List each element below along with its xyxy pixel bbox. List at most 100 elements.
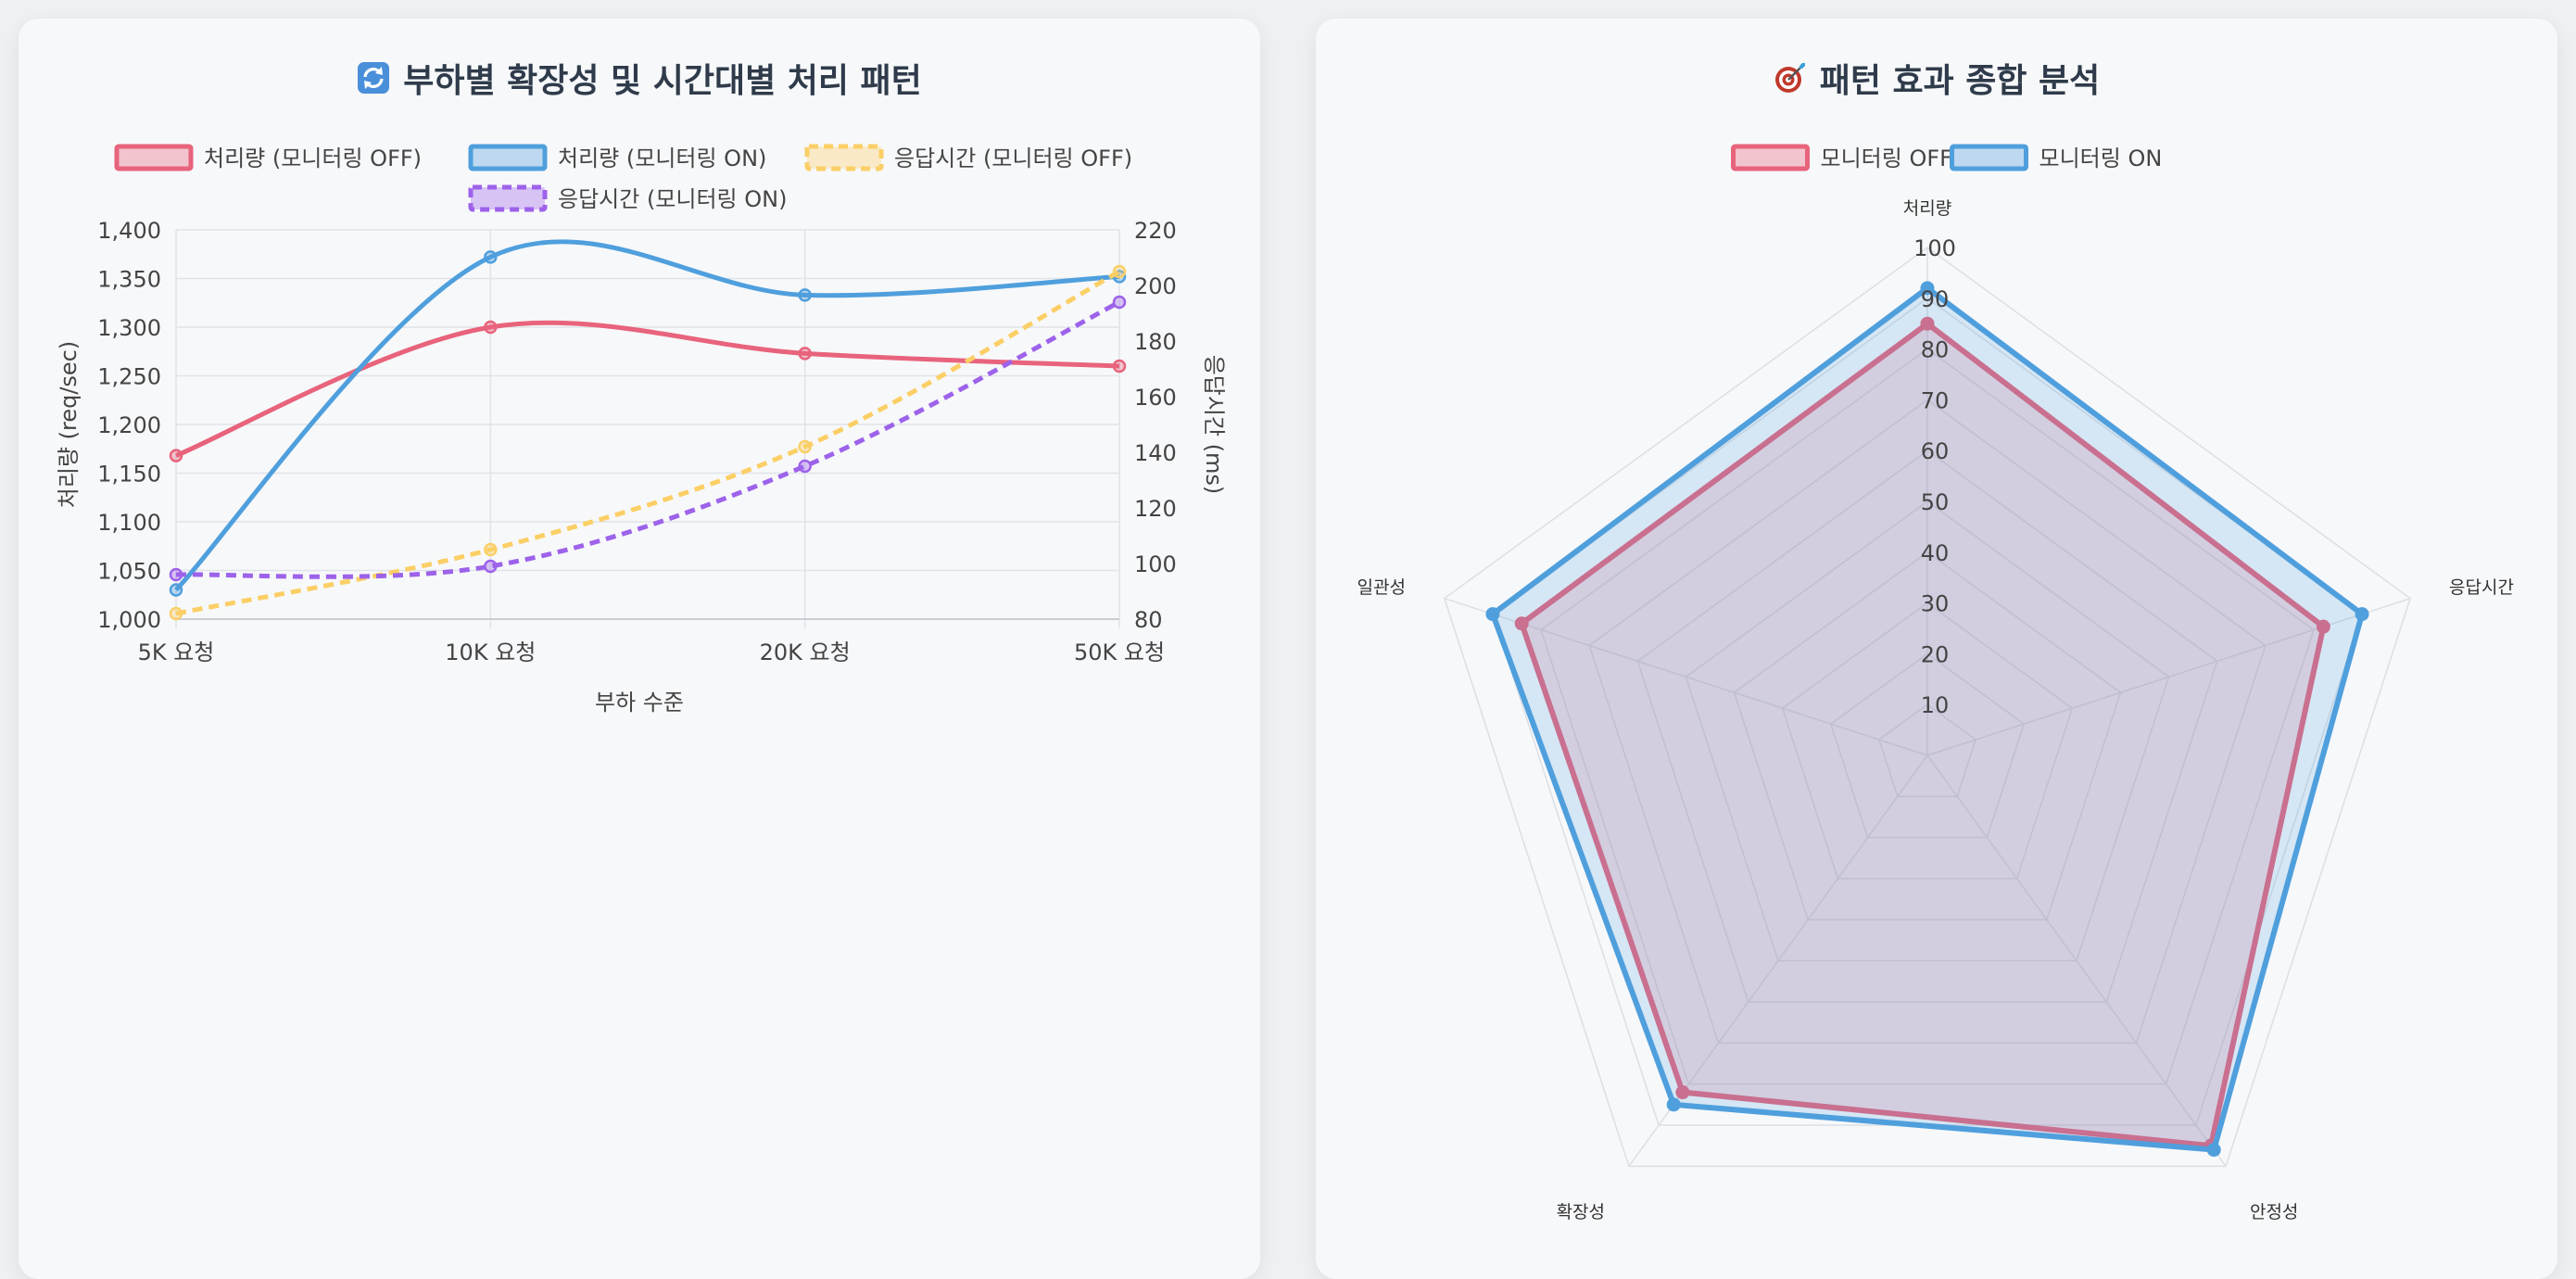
legend-item: 응답시간 (모니터링 ON) — [468, 184, 787, 212]
legend-label: 모니터링 ON — [2039, 146, 2163, 171]
radar-axis-label: 처리량 — [1903, 198, 1951, 219]
data-point — [169, 449, 183, 462]
radar-tick-label: 50 — [1921, 489, 1950, 515]
radar-tick-label: 40 — [1921, 540, 1950, 566]
radar-chart-panel: 패턴 효과 종합 분석 모니터링 OFF 모니터링 ON 10 20 30 40 50 60 7… — [1316, 19, 2557, 1279]
y-tick-label: 1,300 — [97, 315, 161, 341]
radar-tick-label: 80 — [1921, 337, 1950, 363]
y-tick-label: 1,350 — [97, 267, 161, 293]
legend-label: 처리량 (모니터링 ON) — [558, 146, 766, 171]
radar-point — [2206, 1143, 2221, 1158]
radar-chart-title: 패턴 효과 종합 분석 — [1316, 54, 2557, 102]
data-point — [484, 559, 498, 574]
radar-ring — [1443, 247, 2412, 1168]
y2-tick-label: 200 — [1134, 273, 1177, 299]
radar-ring — [1540, 348, 2315, 1085]
radar-series-2 — [1485, 281, 2369, 1158]
series-line-1 — [169, 320, 1127, 462]
radar-ring — [1733, 551, 2122, 921]
y-tick-label: 1,000 — [97, 607, 161, 633]
radar-point — [1920, 281, 1935, 296]
y2-tick-label: 120 — [1134, 496, 1177, 522]
legend-label: 응답시간 (모니터링 OFF) — [894, 146, 1132, 171]
radar-tick-label: 70 — [1921, 387, 1950, 413]
legend-label: 처리량 (모니터링 OFF) — [204, 146, 422, 171]
radar-point — [1675, 1085, 1690, 1100]
radar-tick-label: 100 — [1913, 235, 1956, 261]
radar-axis-label: 안정성 — [2250, 1202, 2298, 1222]
series-path — [175, 320, 1120, 458]
y-tick-label: 1,250 — [97, 364, 161, 390]
legend-swatch — [1731, 144, 1810, 171]
legend-swatch — [468, 184, 548, 212]
radar-axis-label: 응답시간 — [2449, 577, 2514, 598]
radar-axis-label: 일관성 — [1357, 577, 1406, 598]
data-point — [484, 542, 498, 557]
y2-tick-label: 80 — [1134, 607, 1163, 633]
radar-tick-label: 90 — [1921, 286, 1950, 312]
scalability-chart-title: 부하별 확장성 및 시간대별 처리 패턴 — [19, 54, 1260, 102]
radar-point — [2316, 619, 2330, 634]
y-tick-label: 1,200 — [97, 412, 161, 438]
radar-area — [1518, 320, 2327, 1149]
radar-chart-title-text: 패턴 효과 종합 분석 — [1819, 62, 2101, 100]
y2-tick-label: 180 — [1134, 329, 1177, 355]
radar-area — [1489, 285, 2366, 1153]
series-path — [175, 269, 1121, 616]
legend-label: 응답시간 (모니터링 ON) — [558, 186, 787, 212]
y-axis-title: 처리량 (req/sec) — [56, 341, 82, 509]
series-line-4 — [169, 295, 1127, 582]
radar-tick-label: 60 — [1921, 438, 1950, 464]
x-tick-label: 50K 요청 — [1074, 640, 1165, 665]
data-point — [169, 583, 183, 597]
data-point — [798, 439, 812, 454]
scalability-chart-panel: 부하별 확장성 및 시간대별 처리 패턴 처리량 (모니터링 OFF) 처리량 (… — [19, 19, 1260, 1279]
radar-ring — [1878, 703, 1976, 798]
radar-ring — [1685, 500, 2170, 962]
x-tick-label: 10K 요청 — [445, 640, 536, 665]
radar-point — [1514, 616, 1529, 631]
y-tick-label: 1,150 — [97, 462, 161, 488]
target-icon — [1774, 61, 1807, 95]
legend-swatch — [114, 144, 194, 171]
radar-tick-label: 20 — [1921, 641, 1950, 667]
line-chart-legend: 처리량 (모니터링 OFF) 처리량 (모니터링 ON) 응답시간 (모니터링 OF… — [114, 144, 1132, 212]
line-chart-grid — [175, 229, 1120, 628]
legend-swatch — [1950, 144, 2028, 171]
radar-legend: 모니터링 OFF 모니터링 ON — [1731, 144, 2163, 171]
radar-series-1 — [1514, 316, 2330, 1153]
radar-point — [2355, 607, 2369, 622]
data-point — [1112, 359, 1127, 374]
legend-label: 모니터링 OFF — [1821, 146, 1952, 171]
data-point — [1112, 295, 1127, 310]
legend-swatch — [804, 144, 884, 171]
series-path — [174, 239, 1120, 592]
x-axis-title: 부하 수준 — [595, 690, 684, 715]
y2-axis-title: 응답시간 (ms) — [1201, 355, 1227, 495]
legend-item: 모니터링 OFF — [1731, 144, 1952, 171]
data-point — [169, 567, 183, 582]
legend-item: 응답시간 (모니터링 OFF) — [804, 144, 1132, 171]
series-line-3 — [169, 264, 1127, 621]
radar-ring — [1829, 652, 2026, 839]
series-path — [175, 299, 1121, 579]
radar-point — [1666, 1097, 1681, 1112]
y-tick-label: 1,400 — [97, 218, 161, 244]
legend-item: 처리량 (모니터링 ON) — [468, 144, 766, 171]
y2-tick-label: 220 — [1134, 218, 1177, 244]
radar-tick-label: 10 — [1921, 692, 1950, 718]
radar-point — [1485, 607, 1500, 622]
x-tick-label: 5K 요청 — [138, 640, 215, 665]
data-point — [1112, 264, 1127, 279]
legend-item: 모니터링 ON — [1950, 144, 2163, 171]
data-point — [484, 250, 498, 264]
scalability-chart-title-text: 부하별 확장성 및 시간대별 처리 패턴 — [403, 62, 922, 100]
radar-ring — [1781, 602, 2074, 880]
data-point — [798, 288, 812, 302]
effect-radar-chart: 모니터링 OFF 모니터링 ON 10 20 30 40 50 60 70 80 90 100 처리량응… — [1357, 144, 2514, 1222]
radar-axis-label: 확장성 — [1557, 1202, 1605, 1222]
radar-ring — [1636, 450, 2218, 1003]
x-tick-label: 20K 요청 — [760, 640, 851, 665]
refresh-icon — [357, 61, 390, 95]
data-point — [798, 347, 812, 361]
